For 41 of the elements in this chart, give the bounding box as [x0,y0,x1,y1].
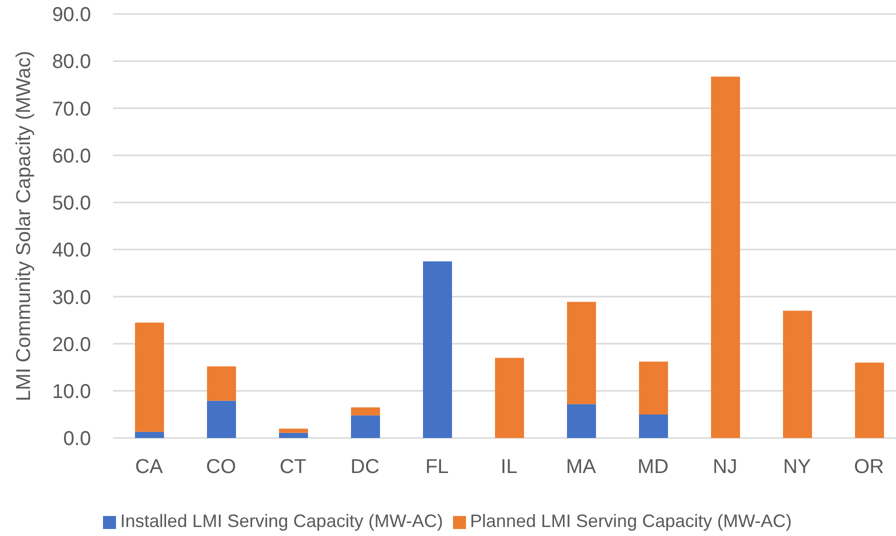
y-tick-label: 60.0 [52,145,91,168]
x-tick-label: IL [500,456,518,478]
y-axis-title: LMI Community Solar Capacity (MWac) [13,50,35,402]
bar [207,400,236,438]
x-tick-label: DC [350,456,380,478]
x-tick-label: MD [637,456,669,478]
y-tick-label: 40.0 [52,240,91,262]
legend-label: Planned LMI Serving Capacity (MW-AC) [470,511,792,531]
bar [711,76,740,438]
bar [279,432,308,438]
bar [279,428,308,433]
y-tick-label: 50.0 [52,192,91,215]
y-tick-label: 80.0 [52,51,91,74]
legend-label: Installed LMI Serving Capacity (MW-AC) [120,511,443,531]
x-tick-label: CO [206,456,236,478]
bar [567,302,596,404]
bar [207,366,236,401]
bar [351,415,380,438]
bar [639,414,668,438]
y-tick-label: 20.0 [52,334,91,356]
bar [351,407,380,416]
bar [567,404,596,438]
y-tick-label: 0.0 [63,428,91,450]
x-tick-label: NJ [712,456,738,478]
bar [423,261,452,438]
y-tick-label: 70.0 [52,98,91,120]
bar [135,322,164,432]
bar [855,362,884,438]
x-tick-label: NY [783,456,811,478]
x-tick-label: MA [566,456,597,478]
bar [135,432,164,438]
x-tick-label: CA [135,456,164,478]
bar [639,362,668,414]
bar [495,358,524,438]
bar [783,310,812,438]
x-tick-label: CT [280,456,306,478]
y-tick-label: 10.0 [52,380,91,403]
y-tick-label: 90.0 [52,4,91,26]
y-tick-label: 30.0 [52,286,91,309]
x-tick-label: FL [425,456,449,478]
x-tick-label: OR [854,456,884,478]
